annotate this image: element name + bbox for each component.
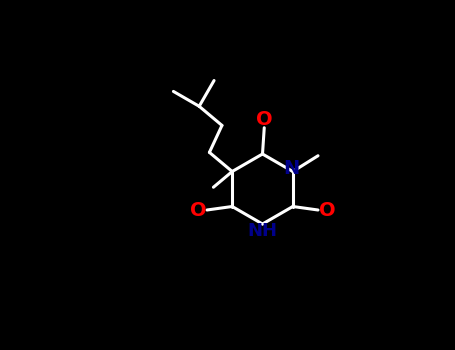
Text: N: N: [283, 159, 299, 178]
Text: O: O: [319, 201, 335, 219]
Text: O: O: [256, 110, 273, 129]
Text: O: O: [190, 201, 206, 219]
Text: NH: NH: [248, 222, 278, 240]
